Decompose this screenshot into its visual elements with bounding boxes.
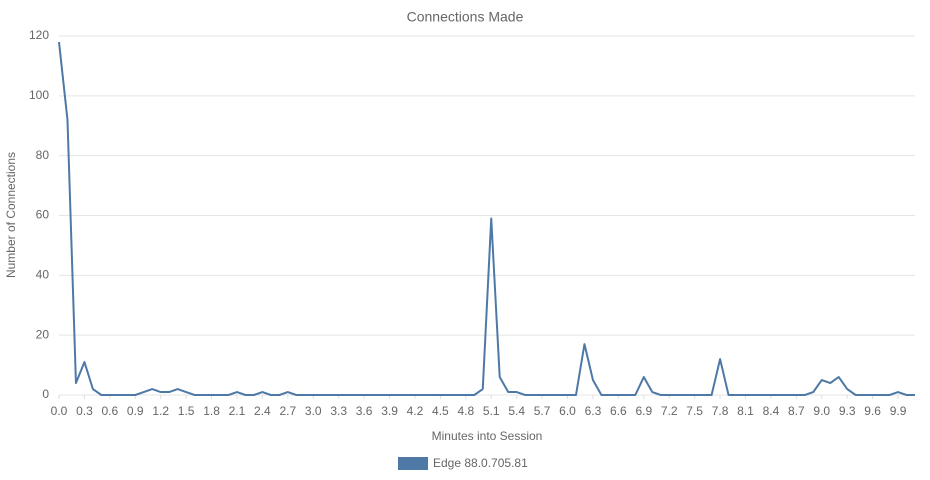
x-tick-label: 5.1 — [483, 404, 500, 418]
x-tick-label: 0.6 — [102, 404, 119, 418]
x-tick-label: 8.7 — [788, 404, 805, 418]
x-tick-label: 6.0 — [559, 404, 576, 418]
y-tick-label: 0 — [42, 387, 49, 401]
x-tick-label: 9.6 — [864, 404, 881, 418]
x-tick-label: 3.3 — [330, 404, 347, 418]
x-tick-label: 9.0 — [813, 404, 830, 418]
x-tick-label: 7.8 — [712, 404, 729, 418]
x-tick-label: 3.0 — [305, 404, 322, 418]
x-tick-label: 4.5 — [432, 404, 449, 418]
chart-title: Connections Made — [407, 9, 524, 25]
x-tick-label: 9.9 — [890, 404, 907, 418]
y-axis-label: Number of Connections — [4, 152, 18, 278]
x-axis-label: Minutes into Session — [432, 429, 543, 443]
x-tick-label: 4.8 — [457, 404, 474, 418]
x-tick-label: 5.4 — [508, 404, 525, 418]
x-tick-label: 6.3 — [585, 404, 602, 418]
x-tick-label: 2.1 — [229, 404, 246, 418]
x-tick-label: 7.2 — [661, 404, 678, 418]
x-tick-label: 7.5 — [686, 404, 703, 418]
y-tick-label: 60 — [36, 208, 50, 222]
x-tick-label: 8.1 — [737, 404, 754, 418]
x-tick-label: 6.6 — [610, 404, 627, 418]
x-tick-label: 1.2 — [152, 404, 169, 418]
legend-label: Edge 88.0.705.81 — [433, 456, 528, 470]
x-tick-label: 0.3 — [76, 404, 93, 418]
y-tick-label: 100 — [29, 88, 49, 102]
x-tick-label: 6.9 — [635, 404, 652, 418]
x-tick-label: 3.9 — [381, 404, 398, 418]
x-tick-label: 1.8 — [203, 404, 220, 418]
y-tick-label: 120 — [29, 28, 49, 42]
x-tick-label: 4.2 — [407, 404, 424, 418]
x-tick-label: 9.3 — [839, 404, 856, 418]
x-tick-label: 8.4 — [763, 404, 780, 418]
x-tick-label: 5.7 — [534, 404, 551, 418]
line-series — [58, 41, 915, 396]
x-tick-label: 3.6 — [356, 404, 373, 418]
y-tick-label: 20 — [36, 327, 50, 341]
x-tick-label: 0.0 — [51, 404, 68, 418]
y-tick-label: 80 — [36, 148, 50, 162]
x-tick-label: 1.5 — [178, 404, 195, 418]
x-tick-label: 0.9 — [127, 404, 144, 418]
x-tick-label: 2.4 — [254, 404, 271, 418]
legend-swatch — [398, 457, 428, 470]
y-tick-label: 40 — [36, 268, 50, 282]
x-tick-label: 2.7 — [279, 404, 296, 418]
